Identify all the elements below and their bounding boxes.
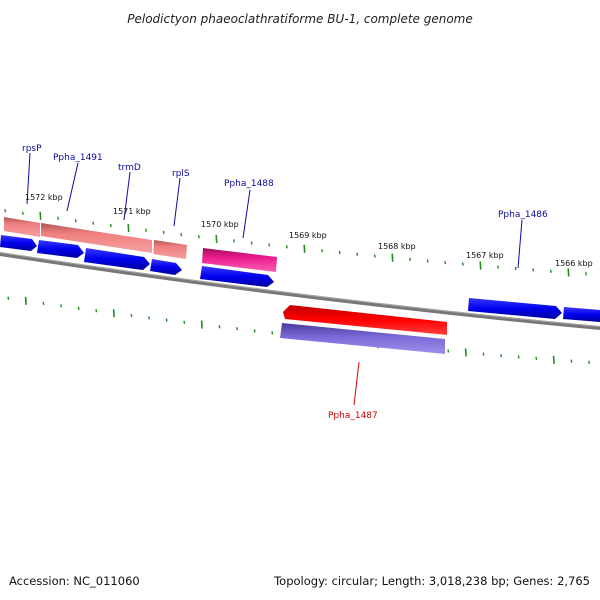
- gene-label-rplS[interactable]: rplS: [172, 169, 190, 179]
- magenta-feature[interactable]: [202, 248, 277, 272]
- major-tick: [127, 223, 130, 232]
- minor-tick: [130, 313, 133, 318]
- salmon-feature[interactable]: [41, 223, 152, 253]
- minor-tick: [426, 259, 429, 263]
- minor-tick: [409, 257, 411, 262]
- minor-tick: [148, 316, 150, 320]
- minor-tick: [356, 252, 359, 256]
- minor-tick: [268, 243, 271, 247]
- minor-tick: [517, 355, 520, 359]
- minor-tick: [165, 318, 168, 322]
- minor-tick: [57, 216, 59, 220]
- major-tick: [215, 234, 218, 243]
- minor-tick: [7, 296, 10, 300]
- minor-tick: [444, 260, 447, 265]
- red-feature[interactable]: [283, 305, 447, 335]
- minor-tick: [250, 241, 253, 245]
- gene-label-rpsP[interactable]: rpsP: [22, 144, 42, 154]
- forward-gene-arrow[interactable]: [200, 266, 274, 287]
- kbp-label: 1571 kbp: [113, 207, 151, 216]
- minor-tick: [271, 331, 274, 335]
- gene-label-leaders: [26, 152, 523, 406]
- minor-tick: [218, 325, 221, 329]
- minor-tick: [145, 228, 147, 232]
- minor-tick: [197, 235, 200, 239]
- minor-tick: [180, 232, 183, 237]
- salmon-feature-track: [4, 217, 187, 259]
- kbp-label: 1569 kbp: [289, 231, 327, 240]
- genome-backbone-highlight: [0, 252, 600, 328]
- forward-gene-arrow[interactable]: [0, 235, 37, 251]
- minor-tick: [233, 239, 235, 243]
- gene-label-trmD[interactable]: trmD: [118, 163, 141, 173]
- gene-label-Ppha_1488[interactable]: Ppha_1488: [224, 179, 274, 189]
- minor-tick: [92, 221, 95, 225]
- major-tick: [39, 211, 42, 220]
- tick-marks-outer: [4, 209, 587, 277]
- minor-tick: [95, 309, 98, 313]
- major-tick: [200, 320, 203, 329]
- forward-gene-arrow[interactable]: [468, 298, 562, 319]
- minor-tick: [549, 269, 552, 273]
- minor-tick: [77, 306, 80, 311]
- forward-gene-arrow[interactable]: [150, 259, 182, 275]
- minor-tick: [514, 266, 517, 271]
- kbp-label: 1572 kbp: [25, 193, 63, 202]
- minor-tick: [109, 223, 112, 228]
- genome-summary-text: Topology: circular; Length: 3,018,238 bp…: [274, 574, 590, 588]
- minor-tick: [585, 272, 587, 276]
- accession-text: Accession: NC_011060: [9, 574, 140, 588]
- kbp-label: 1566 kbp: [555, 259, 593, 268]
- forward-gene-track: [0, 235, 600, 322]
- minor-tick: [21, 211, 24, 215]
- forward-gene-arrow[interactable]: [37, 240, 84, 258]
- salmon-feature[interactable]: [153, 240, 187, 259]
- major-tick: [391, 253, 394, 262]
- minor-tick: [532, 268, 535, 272]
- minor-tick: [60, 304, 62, 308]
- minor-tick: [338, 250, 341, 255]
- salmon-feature[interactable]: [4, 217, 40, 237]
- minor-tick: [74, 219, 77, 223]
- kbp-label: 1567 kbp: [466, 251, 504, 260]
- major-tick: [479, 261, 482, 270]
- major-tick: [464, 348, 467, 357]
- minor-tick: [535, 356, 538, 361]
- minor-tick: [500, 353, 502, 358]
- major-tick: [24, 296, 27, 305]
- minor-tick: [42, 301, 45, 306]
- minor-tick: [588, 360, 590, 365]
- minor-tick: [570, 359, 573, 363]
- minor-tick: [461, 262, 464, 266]
- minor-tick: [447, 349, 450, 353]
- minor-tick: [373, 254, 376, 258]
- minor-tick: [497, 265, 499, 269]
- kbp-label: 1568 kbp: [378, 242, 416, 251]
- forward-gene-arrow[interactable]: [563, 307, 600, 322]
- minor-tick: [4, 209, 7, 213]
- minor-tick: [482, 352, 485, 356]
- map-title: Pelodictyon phaeoclathratiforme BU-1, co…: [127, 12, 473, 26]
- minor-tick: [321, 249, 323, 253]
- gene-label-Ppha_1486[interactable]: Ppha_1486: [498, 210, 548, 220]
- minor-tick: [253, 329, 256, 333]
- minor-tick: [236, 327, 238, 331]
- kbp-label: 1570 kbp: [201, 220, 239, 229]
- gene-label-Ppha_1487[interactable]: Ppha_1487: [328, 411, 378, 421]
- major-tick: [552, 355, 555, 364]
- minor-tick: [183, 320, 186, 325]
- gene-label-Ppha_1491[interactable]: Ppha_1491: [53, 153, 103, 163]
- minor-tick: [162, 230, 165, 235]
- forward-gene-arrow[interactable]: [84, 248, 150, 270]
- genome-backbone: [0, 252, 600, 330]
- major-tick: [303, 244, 306, 253]
- major-tick: [567, 268, 570, 277]
- minor-tick: [285, 245, 288, 249]
- major-tick: [112, 309, 115, 318]
- reverse-gene-arrow[interactable]: [280, 323, 445, 354]
